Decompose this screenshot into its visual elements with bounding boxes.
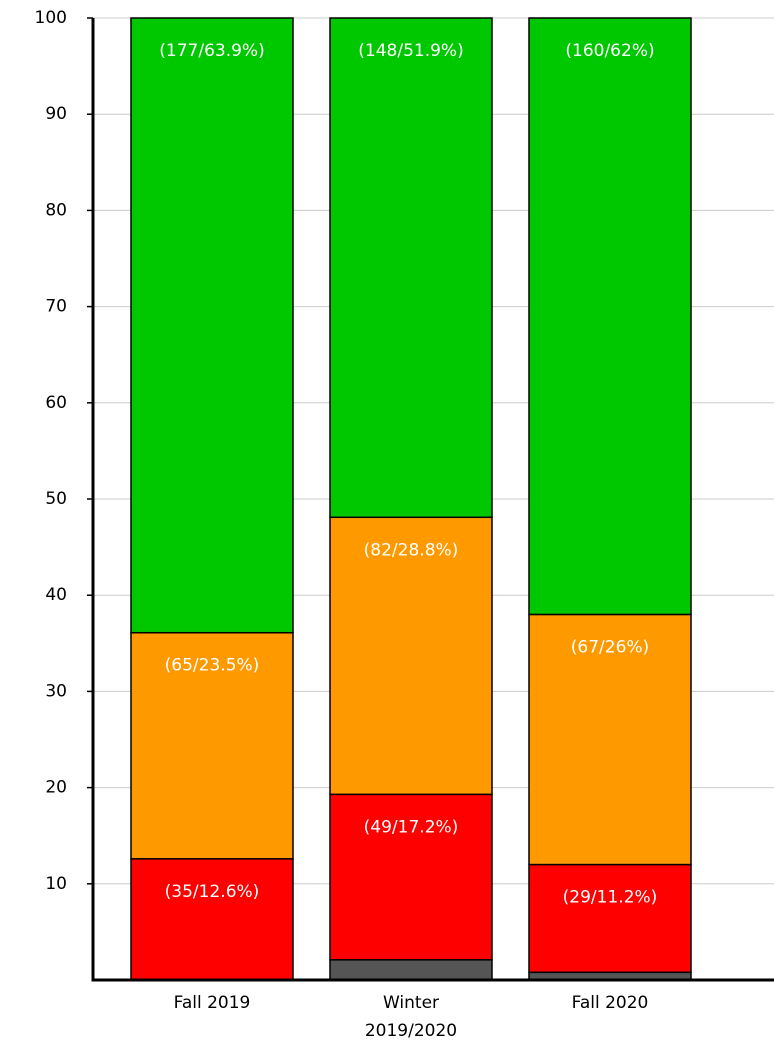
value-label: (82/28.8%) [364, 540, 459, 560]
y-tick-label: 20 [45, 778, 67, 798]
value-label: (160/62%) [565, 41, 654, 61]
y-tick-label: 70 [45, 297, 67, 317]
y-tick-label: 30 [45, 681, 67, 701]
value-label: (65/23.5%) [165, 656, 260, 676]
value-label: (49/17.2%) [364, 817, 459, 837]
y-tick-label: 90 [45, 104, 67, 124]
x-tick-label: Winter 2019/2020 [364, 993, 458, 1041]
value-label: (148/51.9%) [358, 41, 463, 61]
y-tick-label: 100 [35, 8, 67, 28]
bar-segment [130, 858, 294, 981]
bar-segment [329, 516, 493, 796]
value-label: (29/11.2%) [563, 888, 658, 908]
bar-segment [130, 17, 294, 634]
bar-segment [329, 959, 493, 981]
y-tick-label: 80 [45, 200, 67, 220]
value-label: (35/12.6%) [165, 882, 260, 902]
bar-segment [329, 17, 493, 519]
value-label: (67/26%) [571, 637, 649, 657]
bar-segment [528, 613, 692, 866]
value-label: (177/63.9%) [159, 41, 264, 61]
x-tick-label: Fall 2019 [173, 993, 251, 1013]
bar-segment [329, 793, 493, 961]
y-tick-label: 60 [45, 393, 67, 413]
y-tick-label: 10 [45, 874, 67, 894]
y-tick-label: 50 [45, 489, 67, 509]
bar-segment [528, 17, 692, 616]
y-tick-label: 40 [45, 585, 67, 605]
x-tick-label: Fall 2020 [571, 993, 649, 1013]
bar-segment [528, 863, 692, 974]
bar-segment [130, 631, 294, 860]
